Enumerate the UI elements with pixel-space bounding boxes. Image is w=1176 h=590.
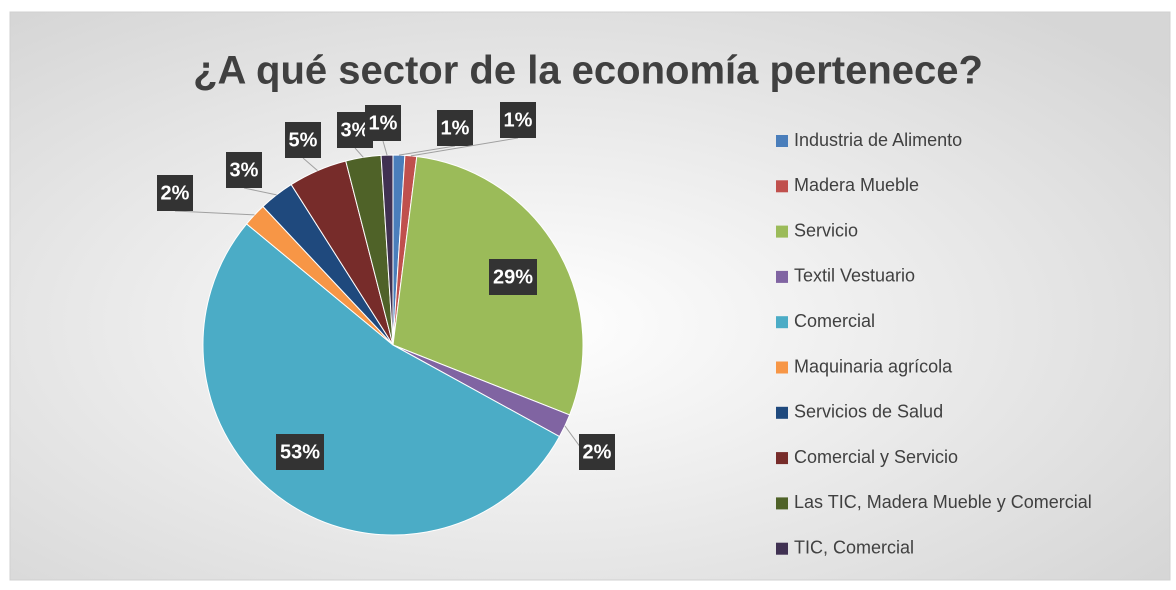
data-label: 3% [230, 159, 259, 181]
pie-slice [392, 155, 584, 416]
legend-label: Industria de Alimento [794, 130, 962, 150]
leader-line [354, 147, 364, 158]
legend-swatch [776, 497, 788, 510]
leader-line [302, 157, 318, 172]
chart-area [9, 11, 1171, 581]
data-label-box [579, 434, 615, 470]
data-label-box [226, 152, 262, 188]
data-label: 5% [289, 129, 318, 151]
legend-label: Textil Vestuario [794, 266, 915, 286]
data-label-box [500, 102, 536, 138]
legend-swatch [776, 406, 788, 419]
legend-swatch [776, 180, 788, 193]
legend-swatch [776, 270, 788, 283]
data-label: 1% [369, 112, 398, 134]
data-label-box [437, 110, 473, 146]
data-label: 1% [504, 109, 533, 131]
leader-line [243, 187, 277, 196]
legend-label: Maquinaria agrícola [794, 356, 953, 376]
leader-line [398, 145, 456, 156]
data-label-box [285, 122, 321, 158]
pie-slice [380, 154, 394, 346]
data-label: 2% [583, 441, 612, 463]
legend-label: Servicio [794, 220, 858, 240]
data-label: 53% [280, 441, 320, 463]
leader-line [382, 140, 388, 156]
data-label-box [365, 105, 401, 141]
legend-swatch [776, 452, 788, 465]
data-label-box [489, 259, 537, 295]
legend-swatch [776, 225, 788, 238]
leader-line [174, 210, 255, 216]
data-label-box [276, 434, 324, 470]
legend-swatch [776, 135, 788, 147]
data-label: 2% [161, 182, 190, 204]
legend-label: Las TIC, Madera Mueble y Comercial [794, 492, 1092, 512]
data-label: 29% [493, 266, 533, 288]
legend-label: Servicios de Salud [794, 402, 943, 422]
legend-label: Madera Mueble [794, 175, 919, 195]
legend-swatch [776, 361, 788, 374]
legend-label: Comercial [794, 311, 875, 331]
data-label: 1% [441, 117, 470, 139]
legend-swatch [776, 542, 788, 555]
data-label: 3% [341, 119, 370, 141]
data-label-box [157, 175, 193, 211]
legend-label: TIC, Comercial [794, 537, 914, 557]
legend-swatch [776, 316, 788, 329]
legend-label: Comercial y Servicio [794, 447, 958, 467]
leader-line [410, 137, 519, 157]
chart-title: ¿A qué sector de la economía pertenece? [193, 49, 983, 93]
